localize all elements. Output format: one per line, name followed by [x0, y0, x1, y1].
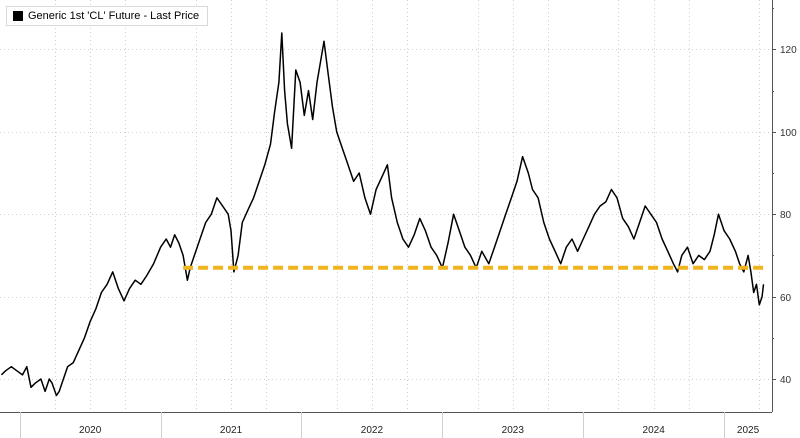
- series-lines: [0, 32, 767, 397]
- x-tick-label: 2022: [361, 425, 384, 436]
- legend: Generic 1st 'CL' Future - Last Price: [6, 6, 209, 26]
- price-series-line: [0, 32, 765, 397]
- legend-swatch-icon: [13, 11, 23, 21]
- y-tick-label: 100: [780, 128, 797, 139]
- x-tick-labels: 2020 2021 2022 2023 2024 2025: [20, 412, 760, 438]
- x-tick-label: 2021: [220, 425, 243, 436]
- y-tick-label: 40: [780, 375, 792, 386]
- legend-entry: Generic 1st 'CL' Future - Last Price: [28, 10, 200, 22]
- y-tick-label: 120: [780, 45, 797, 56]
- x-tick-label: 2025: [737, 425, 760, 436]
- grid-lines: [0, 0, 772, 412]
- y-tick-label: 60: [780, 293, 792, 304]
- axes: [0, 0, 773, 413]
- x-tick-label: 2023: [502, 425, 525, 436]
- y-tick-label: 80: [780, 210, 792, 221]
- y-tick-labels: 40 60 80 100 120: [772, 8, 797, 386]
- x-tick-label: 2020: [79, 425, 102, 436]
- x-tick-label: 2024: [643, 425, 666, 436]
